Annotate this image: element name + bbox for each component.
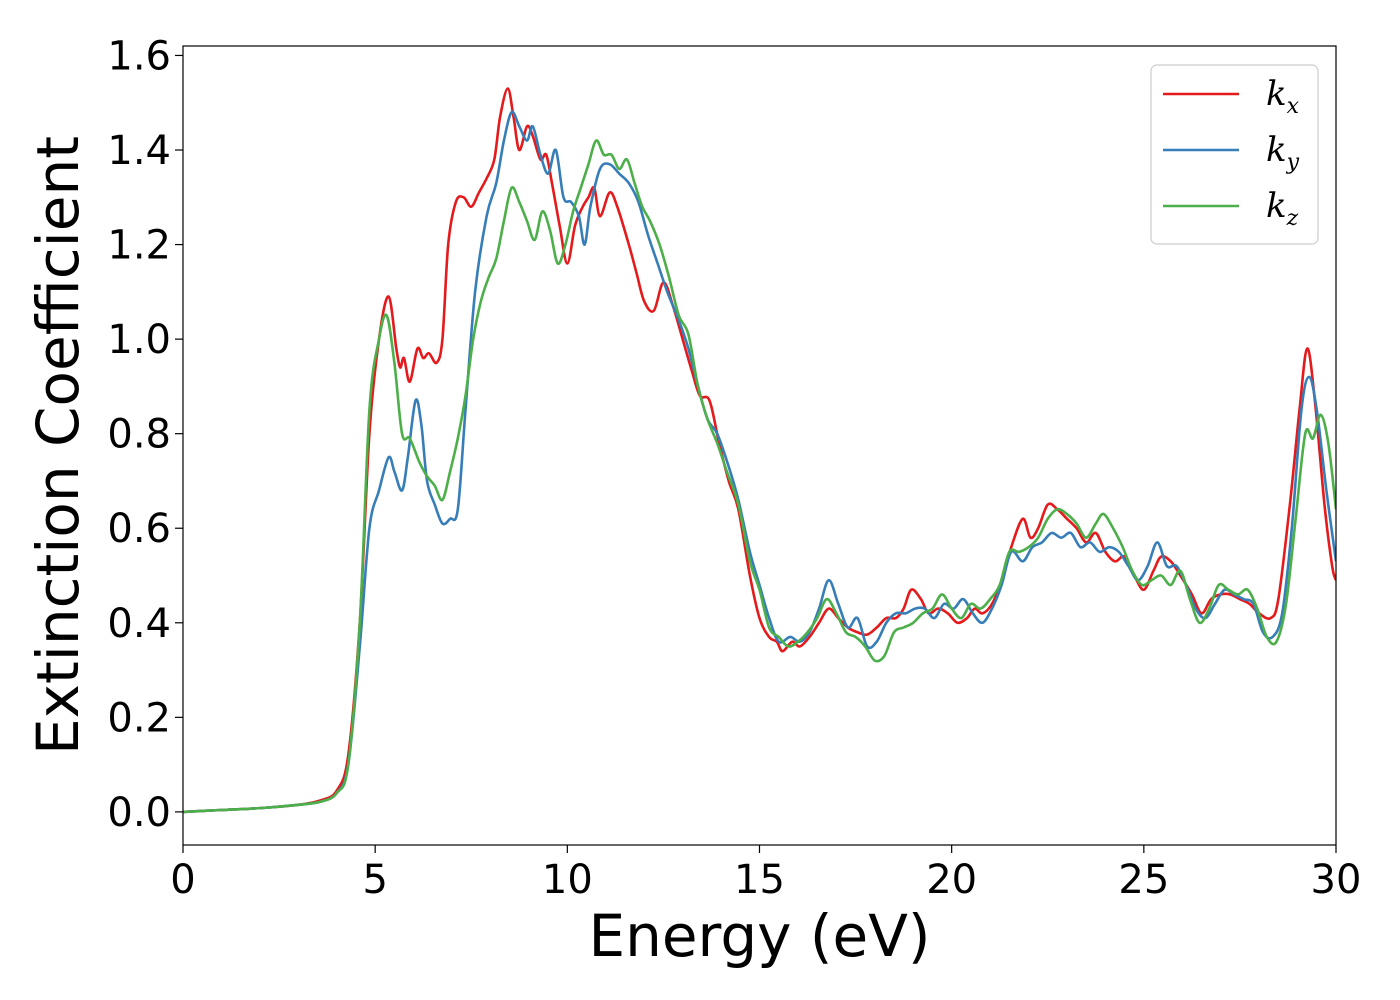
legend-label-y: ky bbox=[1266, 130, 1300, 175]
legend-label-main: k bbox=[1266, 74, 1287, 114]
legend-label-z: kz bbox=[1266, 186, 1299, 231]
legend-label-subscript: z bbox=[1286, 206, 1299, 231]
y-tick-label: 0.2 bbox=[107, 695, 171, 741]
y-tick-label: 1.6 bbox=[107, 33, 171, 79]
y-axis-ticks: 0.0 0.2 0.4 0.6 0.8 1.0 1.2 1.4 1.6 bbox=[107, 33, 183, 836]
y-axis-title: Extinction Coefficient bbox=[24, 136, 92, 755]
y-tick-label: 0.8 bbox=[107, 412, 171, 458]
series-line-x bbox=[183, 87, 1336, 814]
x-tick-label: 0 bbox=[170, 857, 195, 903]
x-tick-label: 20 bbox=[926, 857, 977, 903]
x-axis-title: Energy (eV) bbox=[588, 902, 930, 970]
legend-label-subscript: x bbox=[1287, 94, 1300, 119]
series-line-z bbox=[183, 139, 1336, 814]
series-line-y bbox=[183, 110, 1336, 814]
legend-label-main: k bbox=[1266, 186, 1287, 226]
x-tick-label: 30 bbox=[1311, 857, 1362, 903]
x-axis-ticks: 0 5 10 15 20 25 30 bbox=[170, 845, 1361, 903]
x-tick-label: 15 bbox=[734, 857, 785, 903]
x-tick-label: 5 bbox=[362, 857, 387, 903]
y-tick-label: 1.4 bbox=[107, 128, 171, 174]
x-tick-label: 10 bbox=[542, 857, 593, 903]
x-tick-label: 25 bbox=[1118, 857, 1169, 903]
y-tick-label: 0.4 bbox=[107, 601, 171, 647]
y-tick-label: 1.0 bbox=[107, 317, 171, 363]
legend-box bbox=[1150, 64, 1319, 245]
y-tick-label: 1.2 bbox=[107, 223, 171, 269]
legend-label-subscript: y bbox=[1286, 150, 1300, 175]
legend-label-x: kx bbox=[1266, 74, 1300, 119]
legend-label-main: k bbox=[1266, 130, 1287, 170]
y-tick-label: 0.0 bbox=[107, 790, 171, 836]
y-tick-label: 0.6 bbox=[107, 506, 171, 552]
series-layer bbox=[183, 87, 1336, 814]
